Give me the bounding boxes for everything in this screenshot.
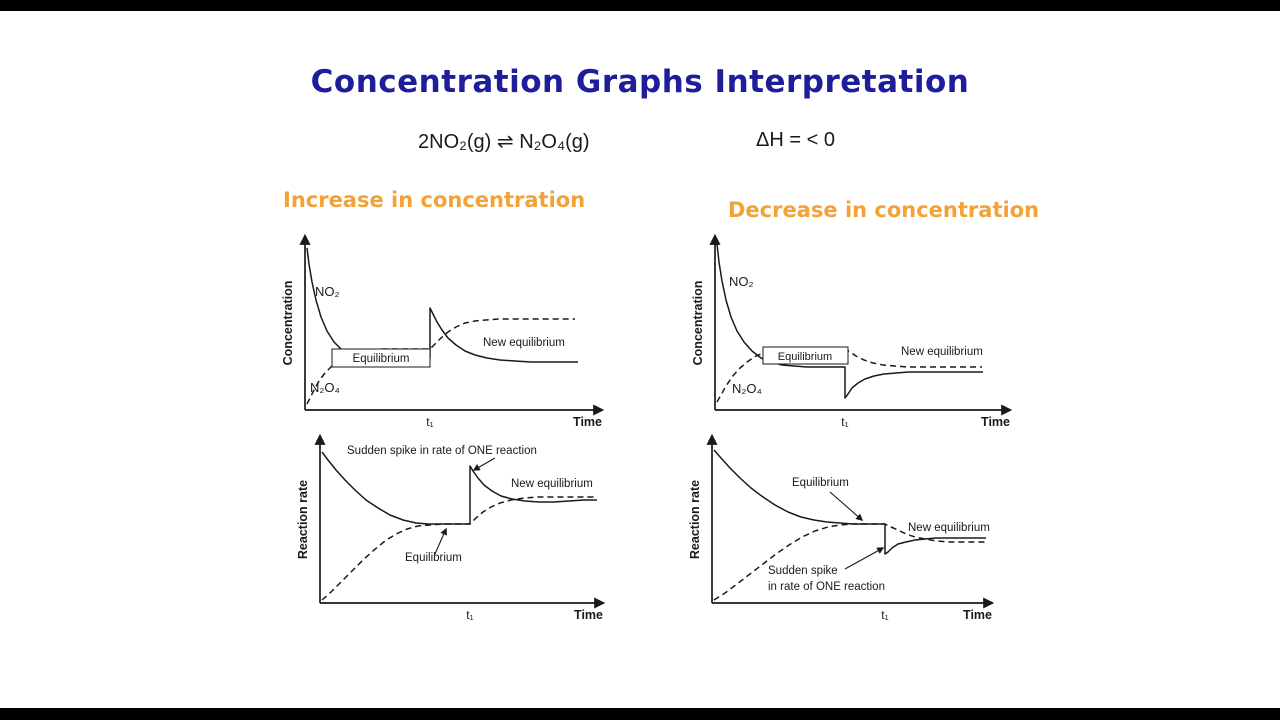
x-tick-t1: t₁ bbox=[466, 608, 473, 622]
series-line-dashed bbox=[321, 496, 597, 601]
heading-decrease-in-concentration: Decrease in concentration bbox=[728, 198, 1040, 222]
heading-increase-in-concentration: Increase in concentration bbox=[283, 188, 586, 212]
annotation-label: Equilibrium bbox=[353, 353, 410, 365]
letterbox-bottom bbox=[0, 708, 1280, 720]
annotation-label: New equilibrium bbox=[901, 346, 983, 358]
x-tick-t1: t₁ bbox=[881, 608, 888, 622]
series-line-dashed bbox=[713, 523, 988, 601]
y-axis-label: Concentration bbox=[691, 281, 705, 366]
chart-svg-rate-dec: Equilibrium Sudden spike in rate of ONE re… bbox=[688, 433, 995, 622]
chart-svg-conc-inc: NO₂ N₂O₄ Equilibrium New equilibrium Concent… bbox=[281, 233, 605, 429]
annotation-label: NO₂ bbox=[729, 274, 754, 289]
letterbox-top bbox=[0, 0, 1280, 11]
annotation-label: Equilibrium bbox=[778, 351, 832, 363]
x-axis-label: Time bbox=[573, 415, 602, 429]
y-axis-label: Reaction rate bbox=[296, 480, 310, 559]
annotation-label: New equilibrium bbox=[908, 522, 990, 534]
annotation-label: Equilibrium bbox=[792, 477, 849, 489]
chart-concentration-decrease: NO₂ N₂O₄ Equilibrium New equilibrium Concent… bbox=[688, 228, 1033, 438]
annotation-arrow bbox=[844, 547, 885, 570]
chart-concentration-increase: NO₂ N₂O₄ Equilibrium New equilibrium Concent… bbox=[280, 228, 625, 438]
annotation-arrow bbox=[472, 457, 496, 471]
x-axis-label: Time bbox=[963, 608, 992, 622]
annotation-label: Sudden spike in rate of ONE reaction bbox=[347, 445, 537, 457]
annotation-label: Equilibrium bbox=[405, 552, 462, 564]
enthalpy-value: ΔH = < 0 bbox=[756, 129, 835, 151]
chemical-equation: 2NO₂(g) ⇌ N₂O₄(g) bbox=[418, 131, 590, 153]
series-line-solid bbox=[713, 449, 986, 555]
annotation-label: N₂O₄ bbox=[310, 380, 340, 395]
annotation-label: N₂O₄ bbox=[732, 381, 762, 396]
chart-svg-conc-dec: NO₂ N₂O₄ Equilibrium New equilibrium Concent… bbox=[691, 233, 1013, 429]
x-tick-t1: t₁ bbox=[841, 415, 848, 429]
x-axis-label: Time bbox=[981, 415, 1010, 429]
page-title: Concentration Graphs Interpretation bbox=[310, 64, 970, 100]
annotation-label: Sudden spike bbox=[768, 565, 838, 577]
series-line-solid bbox=[716, 243, 983, 399]
chart-reaction-rate-decrease: Equilibrium Sudden spike in rate of ONE re… bbox=[680, 430, 1025, 630]
x-axis-label: Time bbox=[574, 608, 603, 622]
annotation-label: New equilibrium bbox=[483, 337, 565, 349]
annotation-box bbox=[331, 348, 431, 368]
y-axis-label: Concentration bbox=[281, 281, 295, 366]
annotation-label: in rate of ONE reaction bbox=[768, 581, 885, 593]
chart-reaction-rate-increase: Sudden spike in rate of ONE reaction Equi… bbox=[285, 430, 630, 630]
annotation-arrow bbox=[829, 491, 864, 521]
annotation-label: New equilibrium bbox=[511, 478, 593, 490]
chart-svg-rate-inc: Sudden spike in rate of ONE reaction Equi… bbox=[296, 433, 606, 622]
annotation-label: NO₂ bbox=[315, 284, 340, 299]
x-tick-t1: t₁ bbox=[426, 415, 433, 429]
annotation-box bbox=[762, 346, 849, 365]
y-axis-label: Reaction rate bbox=[688, 480, 702, 559]
annotation-arrow bbox=[434, 527, 447, 555]
